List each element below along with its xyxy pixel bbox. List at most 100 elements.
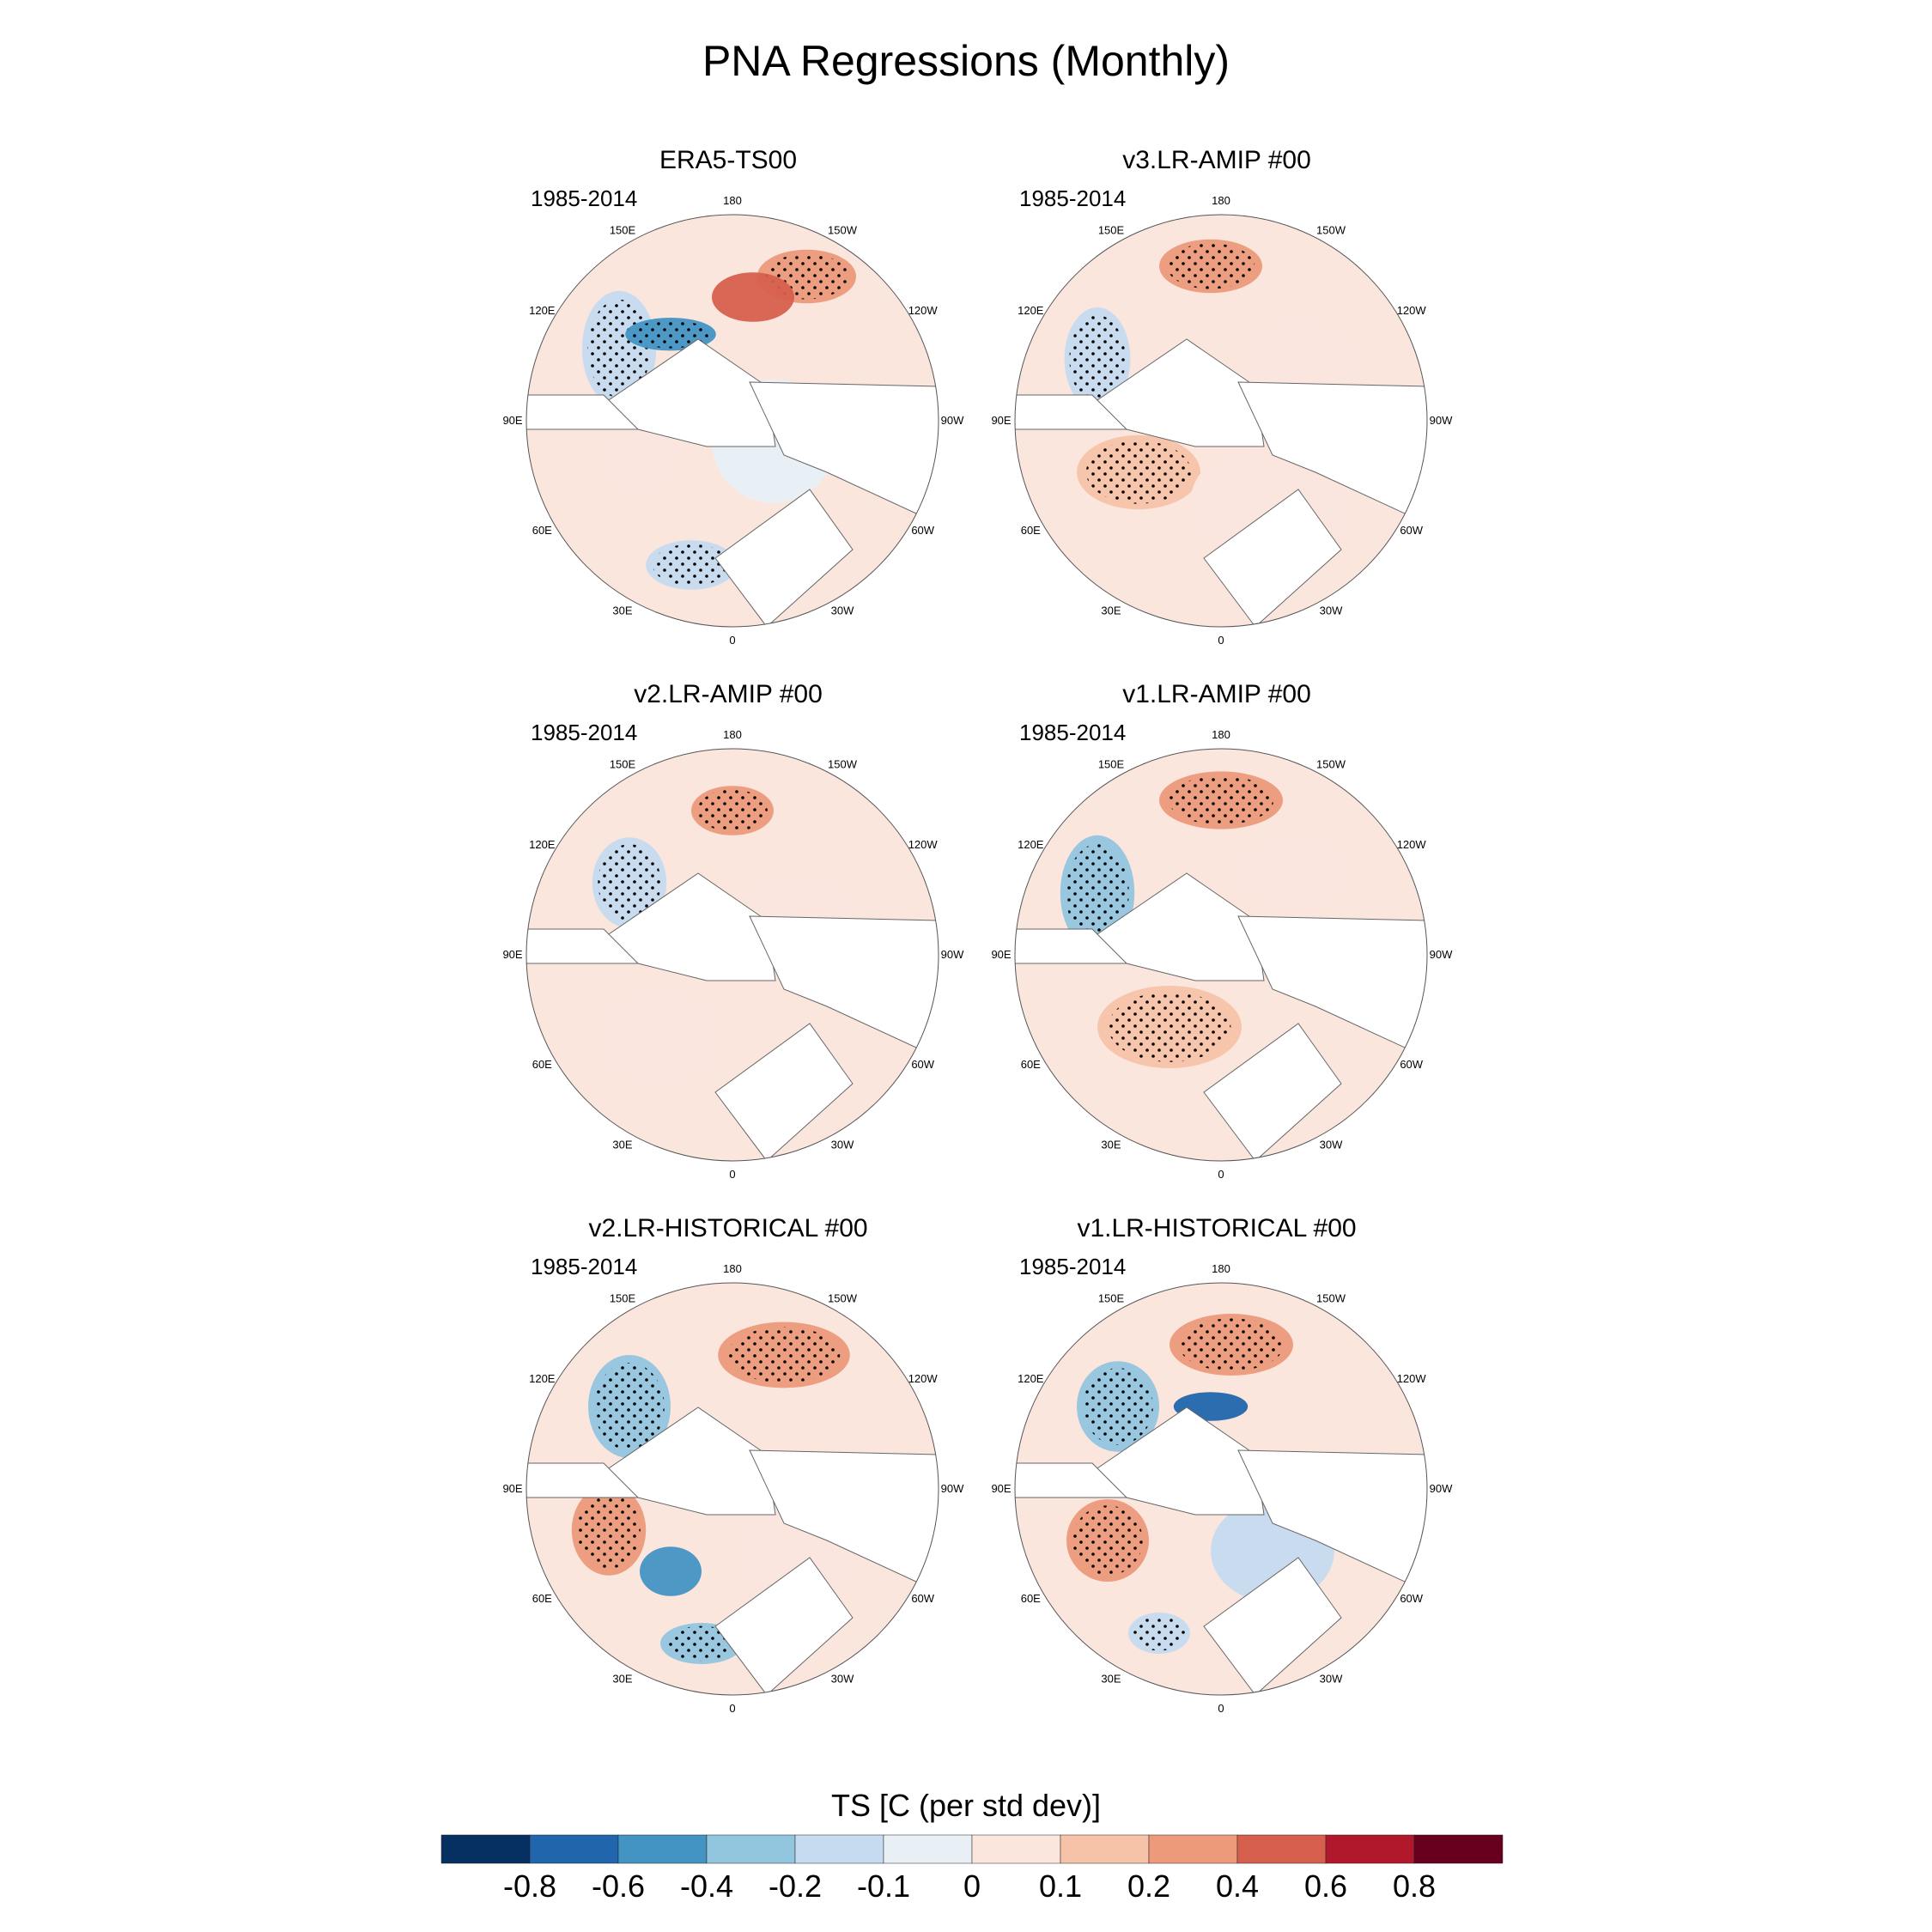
- longitude-label: 150E: [610, 757, 636, 770]
- longitude-label: 120W: [1397, 1372, 1427, 1385]
- longitude-label: 30E: [612, 605, 632, 617]
- panel-period: 1985-2014: [1019, 720, 1127, 745]
- land-mask: [1015, 394, 1128, 430]
- significance-stippling: [577, 1492, 641, 1569]
- longitude-label: 30W: [831, 605, 854, 617]
- significance-stippling: [632, 319, 709, 349]
- polar-map: 180 150E 120E 90E 60E 30E 0 30W 60W 90W 120W 150W: [502, 1262, 964, 1715]
- panel-title: v1.LR-HISTORICAL #00: [1077, 1214, 1357, 1242]
- panel-period: 1985-2014: [1019, 185, 1127, 211]
- longitude-label: 30W: [831, 1139, 854, 1151]
- land-mask: [714, 489, 854, 627]
- anomaly-field: [598, 986, 722, 1089]
- colorbar-tick-label: 0: [963, 1868, 981, 1904]
- land-mask: [1237, 381, 1427, 525]
- land-mask: [1015, 928, 1128, 964]
- longitude-label: 60E: [1021, 1058, 1041, 1071]
- polar-map: 180 150E 120E 90E 60E 30E 0 30W 60W 90W 120W 150W: [502, 728, 964, 1181]
- panel-title: ERA5-TS00: [659, 146, 798, 174]
- longitude-label: 30E: [612, 1139, 632, 1151]
- longitude-label: 0: [1218, 1702, 1224, 1715]
- longitude-label: 120W: [1397, 838, 1427, 851]
- map-panel-v2-lr-amip: v2.LR-AMIP #00 1985-2014 180 150E 120E 90E 6…: [502, 680, 964, 1181]
- longitude-label: 120E: [529, 1372, 556, 1385]
- longitude-label: 30W: [1320, 605, 1343, 617]
- significance-stippling: [666, 1625, 737, 1662]
- map-boundary: [1014, 1282, 1428, 1696]
- map-boundary: [1014, 748, 1428, 1162]
- longitude-label: 0: [729, 1702, 735, 1715]
- longitude-label: 150E: [610, 223, 636, 236]
- longitude-label: 180: [1212, 728, 1230, 741]
- land-mask: [1015, 1462, 1128, 1498]
- significance-stippling: [1072, 1505, 1143, 1576]
- longitude-label: 150W: [828, 757, 858, 770]
- significance-stippling: [1108, 992, 1231, 1062]
- longitude-label: 60W: [911, 524, 934, 537]
- longitude-label: 90W: [941, 1482, 964, 1495]
- land-mask: [1237, 1449, 1427, 1593]
- longitude-label: 180: [723, 194, 742, 207]
- map-panel-v2-lr-historical: v2.LR-HISTORICAL #00 1985-2014 180 150E 12…: [502, 1214, 964, 1715]
- land-mask: [1203, 1023, 1342, 1161]
- colorbar-tick-label: 0.4: [1215, 1868, 1260, 1904]
- longitude-label: 150E: [1098, 757, 1125, 770]
- longitude-label: 90W: [941, 414, 964, 427]
- longitude-label: 0: [1218, 1168, 1224, 1181]
- anomaly-field: [1231, 835, 1355, 910]
- longitude-label: 0: [729, 634, 735, 647]
- colorbar-title: TS [C (per std dev)]: [830, 1788, 1102, 1823]
- significance-stippling: [1085, 440, 1192, 504]
- panel-period: 1985-2014: [531, 1254, 638, 1279]
- polar-map: 180 150E 120E 90E 60E 30E 0 30W 60W 90W 120W 150W: [991, 1262, 1453, 1715]
- longitude-label: 90E: [991, 1482, 1011, 1495]
- significance-stippling: [598, 844, 661, 921]
- land-mask: [714, 1557, 854, 1695]
- longitude-label: 60W: [911, 1592, 934, 1605]
- longitude-label: 60E: [532, 1592, 552, 1605]
- panel-period: 1985-2014: [1019, 1254, 1127, 1279]
- longitude-label: 150E: [610, 1291, 636, 1304]
- longitude-label: 30E: [612, 1673, 632, 1686]
- colorbar-swatch: [1413, 1834, 1504, 1864]
- significance-stippling: [594, 1363, 665, 1450]
- anomaly-field: [1242, 318, 1365, 400]
- map-panel-v3-lr-amip: v3.LR-AMIP #00 1985-2014 180 150E 120E 90E 6…: [991, 146, 1453, 647]
- longitude-label: 0: [729, 1168, 735, 1181]
- longitude-label: 120E: [1018, 1372, 1044, 1385]
- longitude-label: 150W: [828, 1291, 858, 1304]
- longitude-label: 90E: [502, 948, 522, 961]
- longitude-label: 120W: [1397, 304, 1427, 317]
- colorbar-swatch: [883, 1834, 973, 1864]
- colorbar-tick-label: -0.8: [502, 1868, 557, 1904]
- significance-stippling: [1178, 1318, 1285, 1371]
- longitude-label: 120W: [908, 304, 939, 317]
- longitude-label: 60W: [1400, 524, 1423, 537]
- significance-stippling: [697, 789, 768, 832]
- panel-title: v1.LR-AMIP #00: [1122, 680, 1311, 708]
- land-mask: [1203, 1557, 1342, 1695]
- longitude-label: 30W: [831, 1673, 854, 1686]
- land-mask: [526, 928, 640, 964]
- longitude-label: 90E: [991, 414, 1011, 427]
- anomaly-field: [712, 272, 794, 322]
- longitude-label: 120E: [529, 304, 556, 317]
- longitude-label: 30E: [1101, 605, 1121, 617]
- significance-stippling: [1083, 1368, 1153, 1445]
- longitude-label: 60W: [1400, 1592, 1423, 1605]
- longitude-label: 180: [1212, 1262, 1230, 1275]
- longitude-label: 150W: [1316, 757, 1346, 770]
- longitude-label: 120W: [908, 838, 939, 851]
- land-mask: [1203, 489, 1342, 627]
- panel-period: 1985-2014: [531, 185, 638, 211]
- significance-stippling: [1168, 775, 1274, 825]
- map-boundary: [526, 1282, 939, 1696]
- colorbar-swatch: [1060, 1834, 1150, 1864]
- longitude-label: 60E: [1021, 1592, 1041, 1605]
- colorbar-swatch: [794, 1834, 884, 1864]
- land-mask: [749, 1449, 939, 1593]
- longitude-label: 180: [723, 1262, 742, 1275]
- polar-map: 180 150E 120E 90E 60E 30E 0 30W 60W 90W 120W 150W: [991, 728, 1453, 1181]
- land-mask: [526, 1462, 640, 1498]
